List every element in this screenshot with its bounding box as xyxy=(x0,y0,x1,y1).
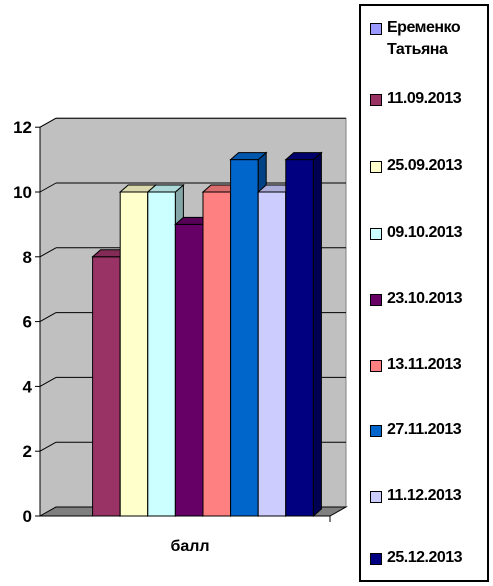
legend-swatch xyxy=(370,161,382,173)
bar-front xyxy=(119,191,149,517)
y-tick-label: 6 xyxy=(23,313,32,332)
axes xyxy=(35,126,331,522)
bar-front xyxy=(92,256,121,517)
bar-front xyxy=(174,223,204,517)
gridline-diagonal xyxy=(39,117,57,128)
legend-swatch xyxy=(370,553,382,565)
bar-front xyxy=(285,159,314,517)
bar-front xyxy=(230,159,259,517)
y-tick-label: 8 xyxy=(23,248,32,267)
legend-label: 23.10.2013 xyxy=(387,290,463,307)
gridline-diagonal xyxy=(39,441,57,452)
gridline-diagonal xyxy=(39,312,57,323)
legend-item: 27.11.2013 xyxy=(370,419,462,441)
bar xyxy=(284,151,323,518)
bar-front xyxy=(147,191,176,517)
legend: Еременко Татьяна 11.09.2013 25.09.2013 0… xyxy=(359,4,489,582)
bar-top xyxy=(146,184,185,193)
legend-swatch xyxy=(370,491,382,503)
legend-item: 25.09.2013 xyxy=(370,155,463,177)
legend-label: 27.11.2013 xyxy=(387,421,462,438)
y-tick-label: 0 xyxy=(23,507,32,526)
legend-label: 11.12.2013 xyxy=(387,487,462,504)
legend-swatch xyxy=(370,94,382,106)
bars xyxy=(91,151,323,518)
legend-label: 25.09.2013 xyxy=(387,157,463,174)
legend-label: 09.10.2013 xyxy=(387,224,463,241)
bar-chart: 0 2 4 6 8 10 12 балл xyxy=(13,117,348,555)
legend-swatch xyxy=(370,360,382,372)
legend-label: 25.12.2013 xyxy=(387,549,463,566)
bar-side xyxy=(312,151,322,518)
gridline-diagonal xyxy=(39,182,57,193)
bar-front xyxy=(257,191,287,517)
gridline-diagonal xyxy=(39,247,57,258)
y-tick-label: 2 xyxy=(23,442,32,461)
y-tick-labels: 0 2 4 6 8 10 12 xyxy=(13,118,32,526)
bar-top xyxy=(284,152,323,161)
legend-swatch xyxy=(370,294,382,306)
legend-item: 13.11.2013 xyxy=(370,354,462,376)
legend-item: Еременко Татьяна xyxy=(370,17,461,61)
legend-swatch xyxy=(370,425,382,437)
legend-label: 11.09.2013 xyxy=(387,90,462,107)
legend-label: 13.11.2013 xyxy=(387,356,462,373)
legend-label: Еременко Татьяна xyxy=(387,19,461,58)
y-tick-label: 10 xyxy=(13,183,32,202)
y-tick-label: 12 xyxy=(13,118,32,137)
x-category-label: балл xyxy=(170,538,209,555)
gridline-diagonal xyxy=(39,376,57,387)
bar-top xyxy=(229,152,268,161)
bar-front xyxy=(202,191,232,517)
legend-swatch xyxy=(370,228,382,240)
legend-item: 11.09.2013 xyxy=(370,88,462,110)
legend-item: 25.12.2013 xyxy=(370,547,463,569)
legend-item: 09.10.2013 xyxy=(370,222,463,244)
legend-item: 23.10.2013 xyxy=(370,288,463,310)
y-tick-label: 4 xyxy=(23,377,33,396)
legend-swatch xyxy=(370,23,382,35)
legend-item: 11.12.2013 xyxy=(370,485,462,507)
